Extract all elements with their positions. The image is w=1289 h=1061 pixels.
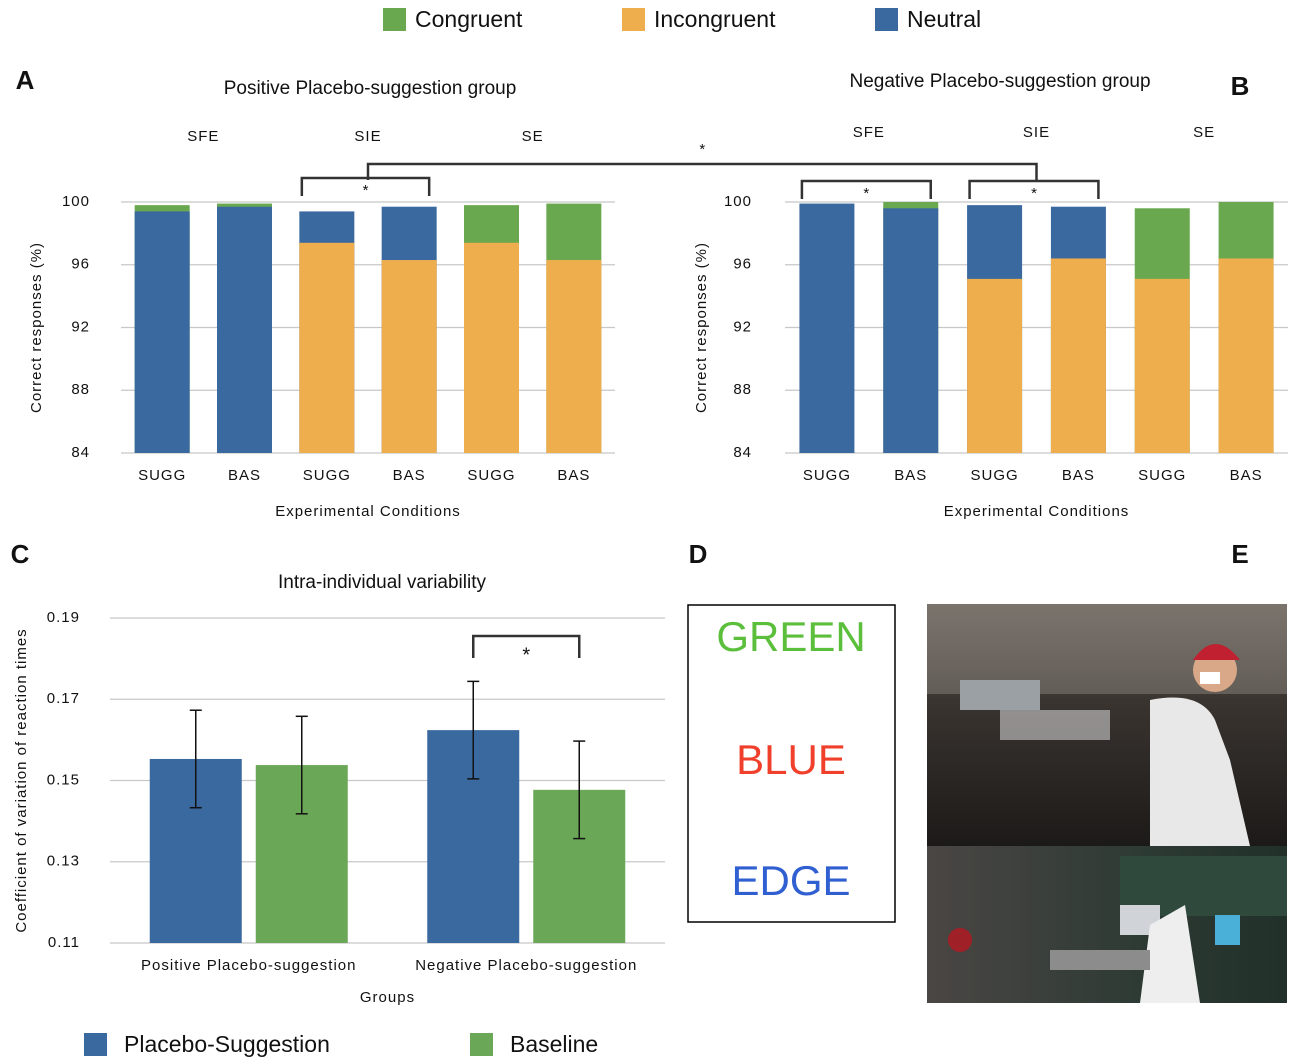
group-label: SIE: [354, 128, 381, 145]
bar: [217, 206, 272, 453]
significance-bracket: [800, 179, 932, 199]
x-tick-label: BAS: [1230, 467, 1263, 484]
y-axis-label: Correct responses (%): [28, 242, 45, 413]
stimulus-word: EDGE: [731, 857, 850, 904]
group-label: SE: [1193, 124, 1215, 141]
bar: [464, 242, 519, 453]
legend-swatch: [470, 1033, 493, 1056]
y-tick-label: 0.11: [48, 934, 80, 951]
group-label: SFE: [853, 124, 885, 141]
y-tick-label: 100: [724, 193, 752, 210]
photo: [927, 604, 1287, 1003]
x-axis-label: Groups: [360, 989, 415, 1006]
stimulus-word: BLUE: [736, 736, 846, 783]
y-tick-label: 92: [71, 318, 90, 335]
legend-label: Baseline: [510, 1031, 598, 1057]
y-tick-label: 0.17: [47, 690, 80, 707]
y-tick-label: 0.19: [47, 609, 80, 626]
legend-swatch: [383, 8, 406, 31]
x-tick-label: Negative Placebo-suggestion: [415, 957, 637, 974]
legend-label: Neutral: [907, 6, 981, 32]
panel-letter: A: [16, 65, 35, 95]
bar: [1134, 278, 1190, 453]
y-axis-label: Coefficient of variation of reaction tim…: [13, 628, 30, 932]
x-tick-label: SUGG: [970, 467, 1018, 484]
legend-swatch: [875, 8, 898, 31]
group-label: SIE: [1023, 124, 1050, 141]
chart-title: Negative Placebo-suggestion group: [849, 71, 1150, 92]
bar: [799, 203, 855, 453]
x-tick-label: BAS: [557, 467, 590, 484]
y-tick-label: 100: [62, 193, 90, 210]
y-tick-label: 0.13: [47, 853, 80, 870]
significance-mark: *: [863, 185, 869, 202]
legend-label: Incongruent: [654, 6, 776, 32]
legend-swatch: [622, 8, 645, 31]
group-label: SE: [522, 128, 544, 145]
bar: [299, 242, 355, 453]
significance-mark: *: [522, 644, 530, 666]
panel-letter: D: [689, 539, 708, 569]
bar: [883, 208, 939, 453]
x-tick-label: BAS: [894, 467, 927, 484]
y-tick-label: 84: [733, 444, 752, 461]
bar: [546, 260, 602, 453]
y-tick-label: 0.15: [47, 771, 80, 788]
x-tick-label: SUGG: [467, 467, 515, 484]
significance-mark: *: [1031, 185, 1037, 202]
x-tick-label: BAS: [1062, 467, 1095, 484]
y-tick-label: 84: [71, 444, 90, 461]
bar: [967, 278, 1023, 453]
significance-bracket: [968, 179, 1100, 199]
legend-label: Congruent: [415, 6, 523, 32]
panel-letter: E: [1231, 539, 1248, 569]
y-tick-label: 96: [71, 256, 90, 273]
y-tick-label: 88: [71, 381, 90, 398]
chart-title: Positive Placebo-suggestion group: [224, 78, 517, 99]
x-tick-label: Positive Placebo-suggestion: [141, 957, 356, 974]
bar: [134, 211, 190, 453]
x-tick-label: SUGG: [1138, 467, 1186, 484]
chart-title: Intra-individual variability: [278, 572, 487, 593]
x-tick-label: BAS: [393, 467, 426, 484]
y-tick-label: 88: [733, 381, 752, 398]
bar: [1218, 258, 1274, 453]
panel-letter: C: [11, 539, 30, 569]
significance-mark: *: [363, 182, 369, 199]
y-tick-label: 92: [733, 318, 752, 335]
significance-mark: *: [699, 141, 705, 158]
legend-swatch: [84, 1033, 107, 1056]
stimulus-word: GREEN: [716, 613, 865, 660]
x-tick-label: SUGG: [803, 467, 851, 484]
significance-bracket: [300, 176, 431, 196]
significance-bracket: [472, 634, 581, 658]
x-tick-label: BAS: [228, 467, 261, 484]
panel-letter: B: [1231, 71, 1250, 101]
x-tick-label: SUGG: [138, 467, 186, 484]
y-axis-label: Correct responses (%): [693, 242, 710, 413]
significance-bracket: [366, 162, 1038, 180]
x-axis-label: Experimental Conditions: [944, 503, 1130, 520]
stimulus-box: [687, 604, 896, 923]
x-axis-label: Experimental Conditions: [275, 503, 461, 520]
group-label: SFE: [187, 128, 219, 145]
y-tick-label: 96: [733, 256, 752, 273]
bar: [1050, 258, 1106, 453]
x-tick-label: SUGG: [303, 467, 351, 484]
legend-label: Placebo-Suggestion: [124, 1031, 330, 1057]
bar: [381, 260, 437, 453]
